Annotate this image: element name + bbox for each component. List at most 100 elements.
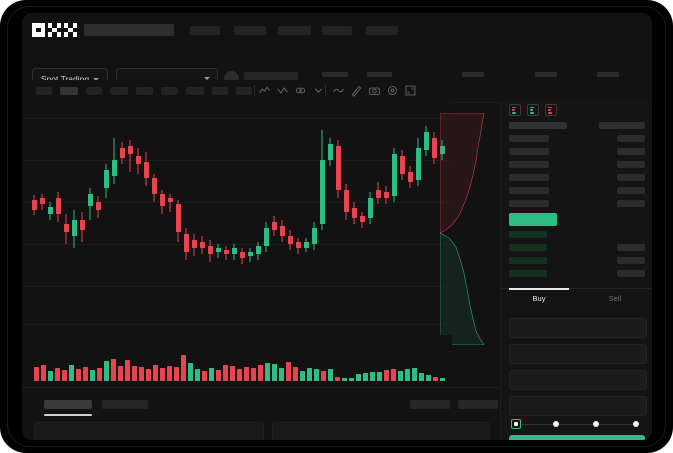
candle — [151, 174, 157, 202]
tab-order-history[interactable] — [102, 400, 148, 409]
timeframe-5[interactable] — [136, 87, 153, 95]
candle — [79, 212, 85, 242]
slider-stop-25[interactable] — [553, 420, 559, 427]
volume-bar — [404, 369, 410, 381]
tab-buy[interactable]: Buy — [532, 294, 546, 303]
volume-bar — [341, 378, 347, 381]
orderbook-ask-price[interactable] — [509, 135, 549, 142]
orderbook-bid-price[interactable] — [509, 231, 547, 238]
candle — [415, 138, 421, 186]
orderbook-ask-price[interactable] — [509, 187, 549, 194]
orderbook-last-price[interactable] — [509, 213, 557, 226]
nav-item-4[interactable] — [322, 26, 352, 35]
toolbar-divider — [325, 85, 326, 96]
volume-bar — [411, 368, 417, 381]
candle — [47, 202, 53, 220]
order-type-field[interactable] — [509, 318, 647, 338]
volume-bar — [33, 367, 39, 381]
volume-bar — [166, 366, 172, 381]
chart-gridline — [22, 160, 452, 161]
orderbook-ask-amount[interactable] — [617, 200, 645, 207]
orderbook-ask-price[interactable] — [509, 174, 549, 181]
fullscreen-icon[interactable] — [404, 84, 417, 97]
candle — [271, 216, 277, 236]
orderbook-bids-icon[interactable] — [527, 104, 539, 116]
orderbook-bid-price[interactable] — [509, 270, 547, 277]
header-search-placeholder[interactable] — [84, 24, 174, 36]
tab-sell[interactable]: Sell — [608, 294, 622, 303]
volume-bar — [82, 367, 88, 381]
nav-item-2[interactable] — [234, 26, 266, 35]
place-buy-order-button[interactable] — [509, 435, 645, 440]
orderbook-bid-price[interactable] — [509, 244, 547, 251]
orderbook-ask-amount[interactable] — [617, 174, 645, 181]
drawing-tools-icon[interactable] — [350, 84, 363, 97]
orderbook-asks-icon[interactable] — [545, 104, 557, 116]
volume-bar — [215, 370, 221, 381]
volume-bar — [250, 368, 256, 381]
chevron-down-icon[interactable] — [312, 84, 325, 97]
timeframe-4[interactable] — [110, 87, 128, 95]
bottom-panel-left — [34, 422, 264, 440]
chevron-down-icon — [204, 77, 210, 80]
settings-gear-icon[interactable] — [386, 84, 399, 97]
volume-bar — [229, 366, 235, 381]
orderbook-bid-amount[interactable] — [617, 257, 645, 264]
nav-item-1[interactable] — [190, 26, 220, 35]
bottom-action-1[interactable] — [410, 400, 450, 409]
nav-item-3[interactable] — [278, 26, 311, 35]
timeframe-6[interactable] — [161, 87, 178, 95]
candle — [311, 222, 317, 250]
candle — [191, 234, 197, 256]
orderbook-ask-amount[interactable] — [617, 135, 645, 142]
orderbook-ask-price[interactable] — [509, 148, 549, 155]
bottom-action-2[interactable] — [458, 400, 498, 409]
nav-item-5[interactable] — [366, 26, 398, 35]
volume-bar — [292, 367, 298, 381]
orderbook-bid-amount[interactable] — [617, 244, 645, 251]
chart-type-icon[interactable] — [276, 84, 289, 97]
okx-logo[interactable] — [32, 23, 77, 37]
volume-bar — [180, 355, 186, 381]
orderbook-bid-amount[interactable] — [617, 270, 645, 277]
orderbook-ask-amount[interactable] — [617, 187, 645, 194]
candle — [95, 196, 101, 218]
volume-bar — [159, 368, 165, 381]
indicators-icon[interactable] — [258, 84, 271, 97]
volume-bar — [68, 365, 74, 381]
timeframe-2[interactable] — [60, 87, 78, 95]
slider-stop-50[interactable] — [593, 420, 599, 427]
tab-open-orders[interactable] — [44, 400, 92, 409]
volume-bar — [369, 372, 375, 381]
amount-field[interactable] — [509, 370, 647, 390]
slider-stop-75[interactable] — [633, 420, 639, 427]
candlestick-chart[interactable] — [22, 102, 452, 333]
line-chart-icon[interactable] — [332, 84, 345, 97]
timeframe-3[interactable] — [86, 87, 102, 95]
candle — [359, 212, 365, 228]
volume-bar — [334, 377, 340, 381]
compare-icon[interactable] — [294, 84, 307, 97]
candle — [407, 166, 413, 188]
volume-bar — [306, 368, 312, 381]
ticker-bar: Spot Trading — [22, 46, 652, 90]
timeframe-7[interactable] — [186, 87, 204, 95]
orderbook-ask-amount[interactable] — [617, 161, 645, 168]
price-field[interactable] — [509, 344, 647, 364]
camera-icon[interactable] — [368, 84, 381, 97]
total-field[interactable] — [509, 396, 647, 416]
orderbook-ask-price[interactable] — [509, 161, 549, 168]
timeframe-8[interactable] — [212, 87, 228, 95]
orderbook-bid-price[interactable] — [509, 257, 547, 264]
orderbook-both-icon[interactable] — [509, 104, 521, 116]
orderbook-ask-price[interactable] — [509, 200, 549, 207]
percent-slider[interactable] — [511, 419, 643, 429]
timeframe-1[interactable] — [36, 87, 52, 95]
candle — [167, 194, 173, 212]
volume-bar — [201, 371, 207, 381]
orders-panel — [22, 387, 500, 440]
orderbook-ask-amount[interactable] — [617, 148, 645, 155]
slider-handle[interactable] — [511, 419, 521, 429]
timeframe-9[interactable] — [236, 87, 252, 95]
volume-bar — [194, 369, 200, 381]
